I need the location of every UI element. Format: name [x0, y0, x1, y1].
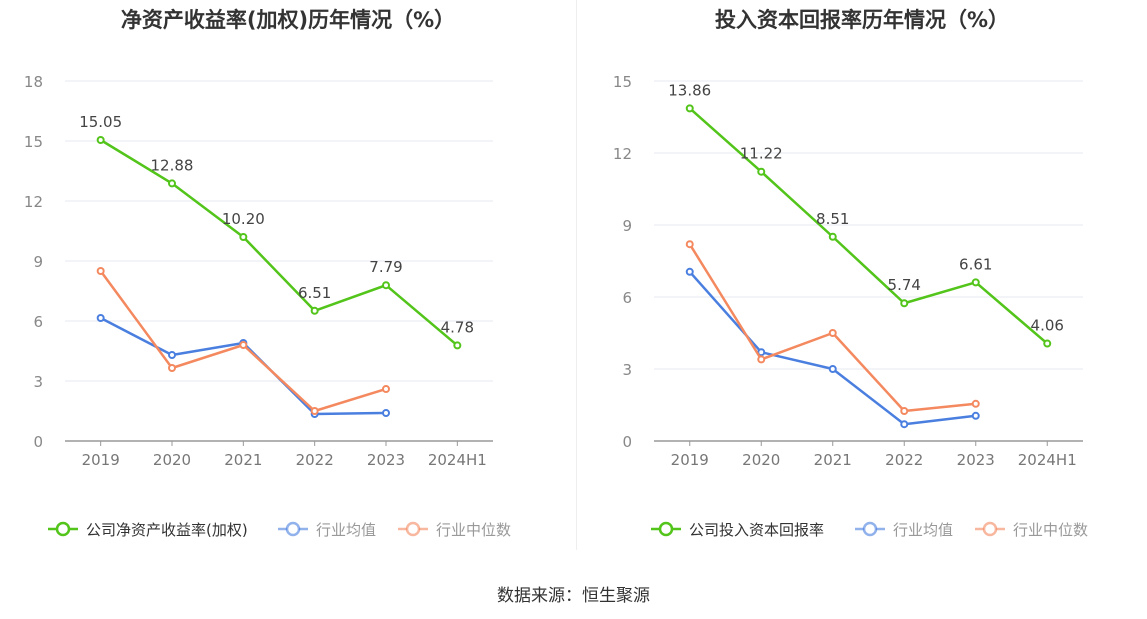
data-label: 5.74 — [888, 276, 921, 294]
x-tick-label: 2024H1 — [1018, 451, 1077, 469]
x-tick-label: 2023 — [367, 451, 405, 469]
data-point — [685, 267, 694, 276]
data-point — [453, 341, 462, 350]
y-tick-label: 12 — [613, 145, 632, 163]
data-point — [239, 233, 248, 241]
legend-label: 公司投入资本回报率 — [689, 521, 824, 539]
data-source-note: 数据来源：恒生聚源 — [497, 586, 650, 606]
legend-marker — [862, 521, 878, 537]
data-point — [239, 341, 248, 349]
data-point — [971, 399, 980, 408]
series-line — [100, 316, 387, 416]
data-point — [828, 329, 837, 337]
data-point — [757, 167, 766, 176]
y-tick-label: 15 — [24, 133, 43, 151]
data-point — [900, 420, 909, 429]
y-tick-label: 0 — [33, 433, 43, 451]
panel-divider — [576, 0, 577, 550]
data-label: 12.88 — [151, 156, 194, 174]
data-point — [96, 267, 105, 275]
legend-item: 行业均值 — [278, 521, 376, 539]
legend-marker — [55, 521, 71, 537]
data-point — [900, 407, 909, 415]
data-point — [168, 364, 176, 372]
data-label: 4.06 — [1031, 317, 1064, 335]
data-point — [382, 385, 390, 393]
data-label: 7.79 — [369, 258, 402, 276]
data-point — [1043, 339, 1052, 348]
data-point — [168, 351, 176, 359]
roic-chart: 0 3 6 9 12 15 2019 2020 2021 2022 2023 2024H1 13.86 1… — [613, 73, 1088, 539]
x-tick-label: 2020 — [742, 451, 780, 469]
x-tick-label: 2021 — [224, 451, 262, 469]
legend-item: 公司投入资本回报率 — [651, 521, 824, 539]
data-label: 10.20 — [222, 210, 265, 228]
series-line — [688, 243, 976, 413]
x-tick-label: 2024H1 — [428, 451, 487, 469]
roic-chart-title: 投入资本回报率历年情况（%） — [714, 8, 1010, 32]
x-tick-label: 2022 — [296, 451, 334, 469]
legend-label: 行业均值 — [316, 521, 376, 539]
x-tick-label: 2022 — [885, 451, 923, 469]
x-tick-label: 2020 — [153, 451, 191, 469]
roe-chart-panel: 净资产收益率(加权)历年情况（%） 0 3 6 9 12 15 18 2019 2020 2021… — [0, 0, 576, 560]
x-tick-label: 2023 — [957, 451, 995, 469]
legend-label: 行业中位数 — [1013, 521, 1088, 539]
data-point — [828, 232, 837, 241]
y-tick-label: 0 — [622, 433, 632, 451]
y-tick-label: 3 — [33, 373, 43, 391]
legend-label: 行业均值 — [893, 521, 953, 539]
roic-chart-panel: 投入资本回报率历年情况（%） 0 3 6 9 12 15 2019 2020 2021 2022 2… — [577, 0, 1147, 560]
y-tick-label: 6 — [622, 289, 632, 307]
legend-marker — [982, 521, 998, 537]
legend-item: 公司净资产收益率(加权) — [48, 521, 248, 539]
legend-label: 行业中位数 — [436, 521, 511, 539]
legend-item: 行业中位数 — [398, 521, 511, 539]
data-label: 6.61 — [959, 255, 992, 273]
x-tick-label: 2019 — [82, 451, 120, 469]
data-label: 6.51 — [298, 284, 331, 302]
data-point — [685, 240, 694, 249]
data-label: 11.22 — [740, 145, 783, 163]
roe-chart-title: 净资产收益率(加权)历年情况（%） — [120, 8, 456, 32]
data-point — [900, 299, 909, 308]
y-tick-label: 3 — [622, 361, 632, 379]
data-label: 8.51 — [816, 210, 849, 228]
data-point — [971, 278, 980, 287]
legend-label: 公司净资产收益率(加权) — [86, 521, 248, 539]
x-tick-label: 2021 — [814, 451, 852, 469]
y-tick-label: 6 — [33, 313, 43, 331]
data-point — [310, 306, 319, 315]
y-tick-label: 12 — [24, 193, 43, 211]
y-tick-label: 18 — [24, 73, 43, 91]
roe-chart: 0 3 6 9 12 15 18 2019 2020 2021 2022 2023 2024H1 15.0… — [24, 73, 511, 539]
data-point — [96, 314, 105, 322]
data-point — [971, 411, 980, 420]
data-label: 15.05 — [79, 113, 122, 131]
data-point — [382, 409, 390, 417]
data-label: 4.78 — [441, 318, 474, 336]
x-tick-label: 2019 — [671, 451, 709, 469]
y-tick-label: 9 — [622, 217, 632, 235]
data-point — [168, 179, 176, 188]
series-line — [100, 138, 459, 347]
series-line — [688, 107, 1049, 345]
y-tick-label: 15 — [613, 73, 632, 91]
data-point — [757, 355, 766, 364]
legend-marker — [658, 521, 674, 537]
y-tick-label: 9 — [33, 253, 43, 271]
data-point — [828, 365, 837, 373]
data-point — [96, 136, 105, 144]
legend-item: 行业中位数 — [975, 521, 1088, 539]
data-point — [685, 104, 694, 113]
data-point — [382, 281, 390, 290]
legend-marker — [285, 521, 301, 537]
legend-item: 行业均值 — [855, 521, 953, 539]
legend-marker — [405, 521, 421, 537]
data-label: 13.86 — [668, 81, 711, 99]
data-point — [310, 407, 319, 415]
